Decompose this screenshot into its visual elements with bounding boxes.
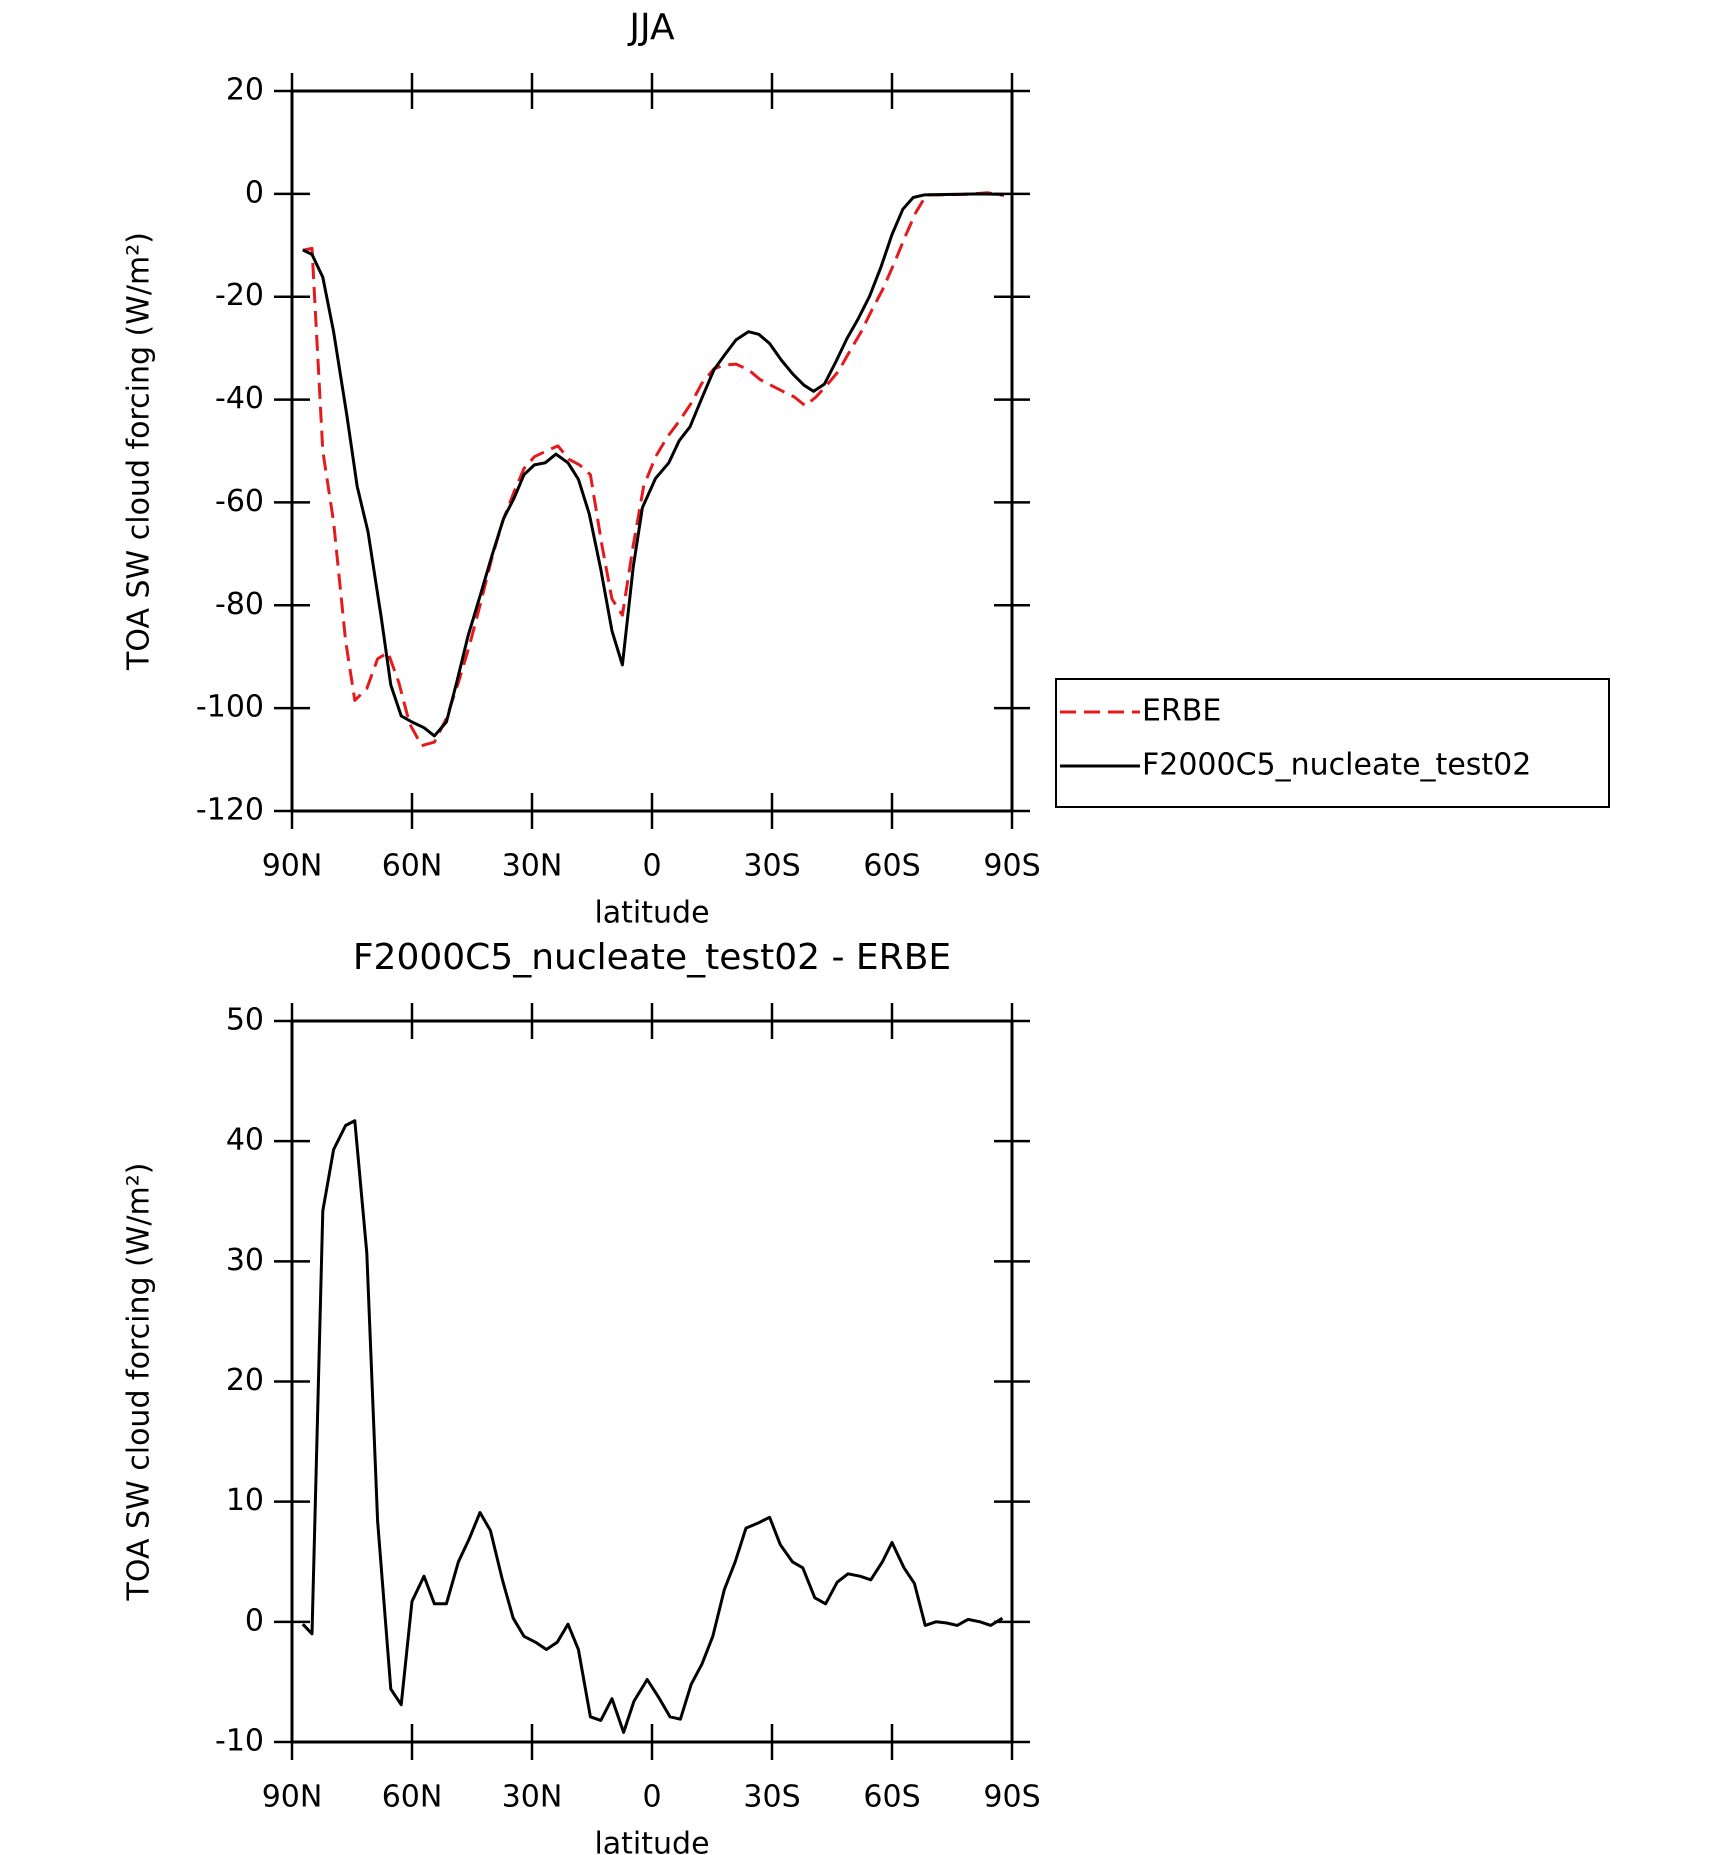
y-tick-label: -20	[215, 278, 264, 313]
x-axis-label: latitude	[594, 1827, 709, 1855]
y-tick-label: -100	[196, 690, 264, 725]
x-tick-label: 60N	[382, 849, 443, 884]
data-line	[302, 191, 1005, 748]
y-tick-label: -60	[215, 484, 264, 519]
legend-box	[1055, 678, 1610, 808]
y-axis-label: TOA SW cloud forcing (W/m²)	[122, 232, 157, 671]
legend-label: ERBE	[1142, 694, 1221, 729]
x-tick-label: 30S	[743, 1780, 800, 1815]
y-tick-label: 0	[245, 1603, 264, 1638]
x-tick-label: 30S	[743, 849, 800, 884]
x-tick-label: 90N	[262, 849, 323, 884]
x-tick-label: 60S	[863, 849, 920, 884]
x-tick-label: 30N	[502, 849, 563, 884]
chart-title: F2000C5_nucleate_test02 - ERBE	[353, 937, 951, 978]
y-tick-label: 20	[226, 1363, 264, 1398]
y-tick-label: 10	[226, 1483, 264, 1518]
x-tick-label: 30N	[502, 1780, 563, 1815]
y-tick-label: -10	[215, 1724, 264, 1759]
plot-frame	[290, 89, 1014, 813]
plot-frame	[290, 1019, 1014, 1744]
x-tick-label: 0	[642, 1780, 661, 1815]
x-tick-label: 90N	[262, 1780, 323, 1815]
x-axis-label: latitude	[594, 896, 709, 931]
y-tick-label: 0	[245, 175, 264, 210]
data-line	[301, 1119, 1004, 1734]
data-line	[302, 192, 1005, 738]
x-tick-label: 90S	[983, 849, 1040, 884]
y-tick-label: -80	[215, 587, 264, 622]
x-tick-label: 0	[642, 849, 661, 884]
y-tick-label: 30	[226, 1243, 264, 1278]
y-tick-label: 40	[226, 1123, 264, 1158]
x-tick-label: 60N	[382, 1780, 443, 1815]
x-tick-label: 60S	[863, 1780, 920, 1815]
y-axis-label: TOA SW cloud forcing (W/m²)	[122, 1163, 157, 1602]
y-tick-label: 20	[226, 73, 264, 108]
legend-label: F2000C5_nucleate_test02	[1142, 748, 1531, 783]
x-tick-label: 90S	[983, 1780, 1040, 1815]
y-tick-label: -120	[196, 793, 264, 828]
chart-title: JJA	[627, 7, 675, 48]
y-tick-label: 50	[226, 1003, 264, 1038]
y-tick-label: -40	[215, 381, 264, 416]
